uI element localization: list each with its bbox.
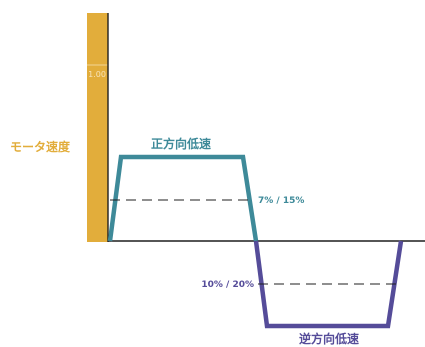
reverse-threshold-label: 10% / 20% [201, 280, 254, 290]
reverse-segment-label: 逆方向低速 [299, 331, 359, 346]
speed-bar [87, 13, 108, 242]
y-axis-label: モータ速度 [10, 139, 71, 154]
forward-segment-label: 正方向低速 [151, 136, 211, 151]
speed-bar-tick-label: 1.00 [88, 70, 106, 79]
forward-speed-profile [107, 154, 259, 242]
forward-threshold-label: 7% / 15% [258, 196, 304, 206]
